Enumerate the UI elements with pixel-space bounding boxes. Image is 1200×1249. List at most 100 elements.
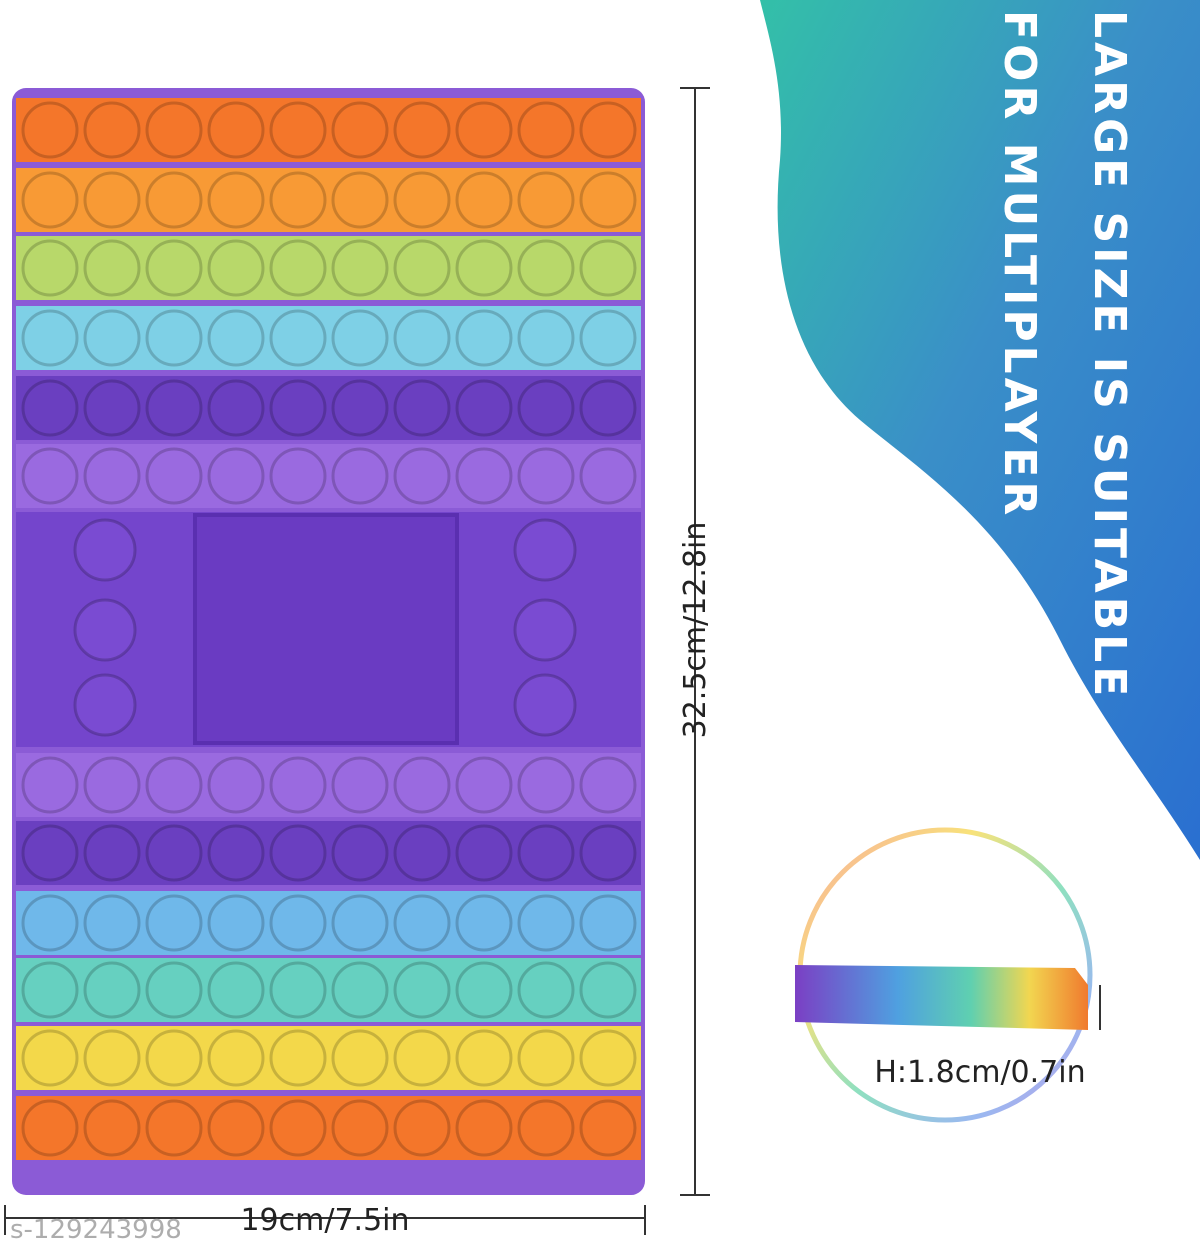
bubble bbox=[455, 1099, 513, 1157]
bubble bbox=[579, 894, 637, 952]
bubble bbox=[331, 961, 389, 1019]
bubble bbox=[579, 101, 637, 159]
bubble bbox=[83, 961, 141, 1019]
bubble bbox=[579, 447, 637, 505]
bubble bbox=[269, 309, 327, 367]
bubble bbox=[145, 824, 203, 882]
bubble bbox=[207, 379, 265, 437]
bubble bbox=[455, 101, 513, 159]
bubble bbox=[455, 171, 513, 229]
bubble bbox=[517, 894, 575, 952]
bubble bbox=[517, 309, 575, 367]
bubble bbox=[145, 894, 203, 952]
bubble bbox=[455, 756, 513, 814]
bubble bbox=[21, 756, 79, 814]
banner-line-2: FOR MULTIPLAYER bbox=[994, 10, 1045, 519]
bubble bbox=[393, 309, 451, 367]
bubble bbox=[579, 379, 637, 437]
banner-line-1: LARGE SIZE IS SUITABLE bbox=[1084, 10, 1135, 700]
bubble bbox=[145, 309, 203, 367]
bubble bbox=[517, 1029, 575, 1087]
bubble bbox=[517, 447, 575, 505]
bubble bbox=[83, 894, 141, 952]
bubble bbox=[145, 171, 203, 229]
bubble bbox=[83, 171, 141, 229]
bubble bbox=[145, 756, 203, 814]
bubble bbox=[579, 171, 637, 229]
bubble bbox=[207, 1099, 265, 1157]
bubble bbox=[331, 1099, 389, 1157]
bubble bbox=[83, 309, 141, 367]
bubble bbox=[269, 961, 327, 1019]
bubble bbox=[21, 239, 79, 297]
bubble bbox=[579, 961, 637, 1019]
bubble bbox=[207, 239, 265, 297]
bubble bbox=[207, 961, 265, 1019]
bubble bbox=[145, 961, 203, 1019]
bubble bbox=[393, 239, 451, 297]
bubble bbox=[145, 101, 203, 159]
bubble bbox=[513, 673, 577, 737]
bubble bbox=[517, 101, 575, 159]
bubble bbox=[331, 239, 389, 297]
bubble bbox=[21, 309, 79, 367]
bubble bbox=[21, 379, 79, 437]
bubble bbox=[145, 1099, 203, 1157]
bubble bbox=[207, 756, 265, 814]
bubble bbox=[207, 171, 265, 229]
center-well bbox=[193, 513, 459, 745]
bubble bbox=[331, 1029, 389, 1087]
bubble bbox=[331, 894, 389, 952]
bubble bbox=[393, 171, 451, 229]
bubble bbox=[21, 824, 79, 882]
bubble bbox=[83, 1029, 141, 1087]
bubble bbox=[455, 824, 513, 882]
bubble bbox=[393, 1099, 451, 1157]
bubble bbox=[83, 824, 141, 882]
bubble bbox=[393, 1029, 451, 1087]
bubble bbox=[21, 961, 79, 1019]
bubble bbox=[517, 379, 575, 437]
bubble bbox=[269, 447, 327, 505]
bubble bbox=[579, 1029, 637, 1087]
bubble bbox=[331, 447, 389, 505]
bubble bbox=[145, 239, 203, 297]
bubble bbox=[455, 447, 513, 505]
watermark: s-129243998 bbox=[10, 1215, 182, 1245]
bubble bbox=[83, 101, 141, 159]
bubble bbox=[207, 894, 265, 952]
bubble bbox=[145, 379, 203, 437]
bubble bbox=[21, 894, 79, 952]
bubble bbox=[21, 447, 79, 505]
bubble bbox=[393, 961, 451, 1019]
bubble bbox=[517, 171, 575, 229]
bubble bbox=[579, 756, 637, 814]
bubble bbox=[517, 756, 575, 814]
bubble bbox=[21, 1099, 79, 1157]
bubble bbox=[145, 1029, 203, 1087]
width-label: 19cm/7.5in bbox=[240, 1203, 409, 1238]
bubble bbox=[455, 309, 513, 367]
wave-background bbox=[760, 0, 1200, 860]
bubble bbox=[331, 101, 389, 159]
bubble bbox=[269, 101, 327, 159]
pop-it-board bbox=[12, 88, 645, 1195]
length-label: 32.5cm/12.8in bbox=[678, 522, 713, 739]
bubble bbox=[331, 379, 389, 437]
bubble bbox=[517, 824, 575, 882]
bubble bbox=[207, 101, 265, 159]
bubble bbox=[269, 171, 327, 229]
bubble bbox=[517, 239, 575, 297]
bubble bbox=[455, 961, 513, 1019]
bubble bbox=[331, 171, 389, 229]
bubble bbox=[393, 379, 451, 437]
bubble bbox=[517, 961, 575, 1019]
bubble bbox=[455, 1029, 513, 1087]
bubble bbox=[21, 171, 79, 229]
bubble bbox=[83, 447, 141, 505]
bubble bbox=[455, 239, 513, 297]
bubble bbox=[331, 824, 389, 882]
bubble bbox=[83, 756, 141, 814]
bubble bbox=[579, 309, 637, 367]
